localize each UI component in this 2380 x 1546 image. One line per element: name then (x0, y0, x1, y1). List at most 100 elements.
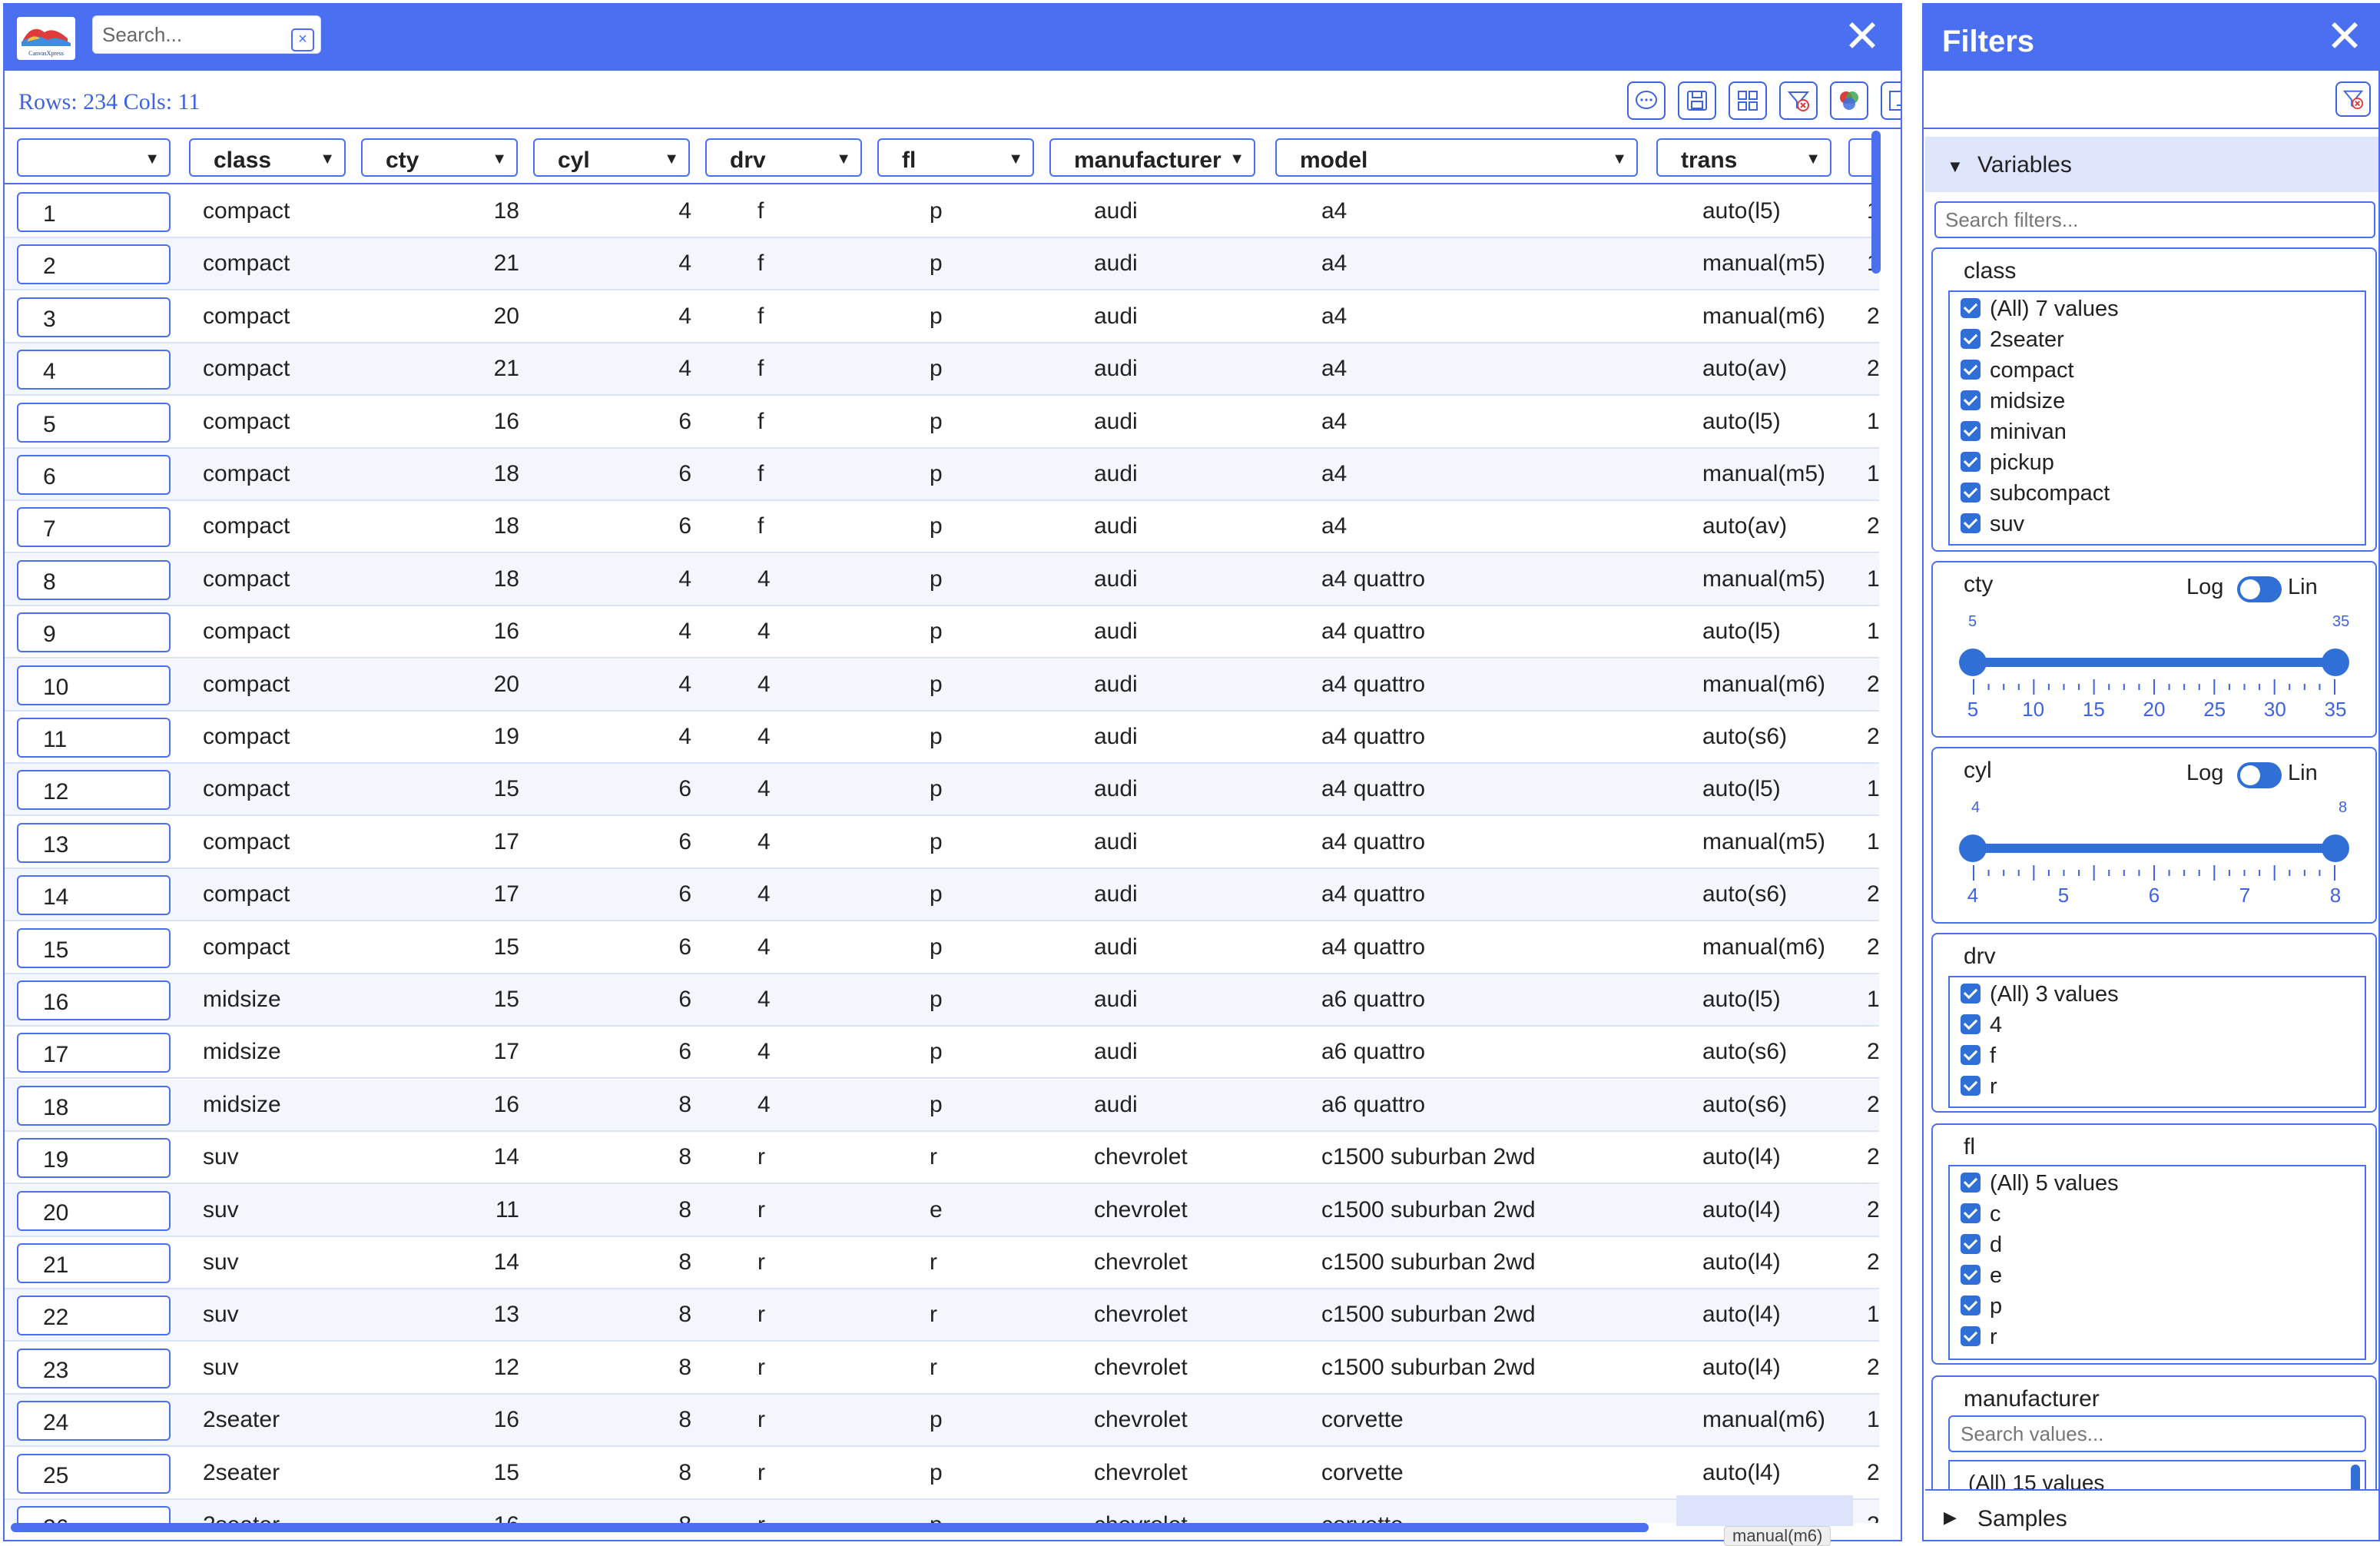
cell-cyl[interactable]: 8 (678, 1512, 691, 1523)
row-index-cell[interactable]: 20 (17, 1190, 171, 1231)
cell-next[interactable]: 2 (1867, 356, 1879, 382)
cell-manufacturer[interactable]: audi (1094, 671, 1138, 697)
cell-cyl[interactable]: 8 (678, 1407, 691, 1433)
cell-cty[interactable]: 14 (493, 1249, 519, 1275)
checkbox-item[interactable]: (All) 5 values (1950, 1166, 2365, 1197)
chevron-down-icon[interactable]: ▼ (1008, 151, 1023, 168)
cell-trans[interactable]: manual(m5) (1702, 566, 1826, 592)
cell-class[interactable]: suv (203, 1196, 239, 1223)
cell-class[interactable]: 2seater (203, 1407, 280, 1433)
cell-next[interactable]: 1 (1867, 1407, 1879, 1433)
cell-model[interactable]: a4 quattro (1321, 828, 1426, 854)
cell-cty[interactable]: 18 (493, 513, 519, 539)
row-index-cell[interactable]: 4 (17, 350, 171, 390)
cell-class[interactable]: compact (203, 566, 290, 592)
checkbox-item[interactable]: suv (1950, 507, 2365, 538)
chevron-down-icon[interactable]: ▼ (836, 151, 851, 168)
cell-manufacturer[interactable]: audi (1094, 987, 1138, 1012)
cell-class[interactable]: compact (203, 724, 290, 749)
row-index-cell[interactable]: 24 (17, 1401, 171, 1441)
close-icon[interactable]: ✕ (2325, 12, 2364, 61)
checkbox-item[interactable]: c (1950, 1197, 2365, 1228)
table-row[interactable]: 21 suv 14 8 r r chevrolet c1500 suburban 2wd aut… (5, 1237, 1879, 1289)
cell-model[interactable]: a6 quattro (1321, 1091, 1426, 1117)
cell-model[interactable]: a4 (1321, 356, 1347, 382)
cell-cty[interactable]: 14 (493, 1144, 519, 1170)
filter-search-input[interactable] (1945, 209, 2360, 231)
cell-class[interactable]: compact (203, 881, 290, 907)
cell-drv[interactable]: r (757, 1144, 765, 1170)
cell-manufacturer[interactable]: audi (1094, 566, 1138, 592)
row-index-cell[interactable]: 10 (17, 665, 171, 705)
cell-cty[interactable]: 16 (493, 408, 519, 434)
checkbox-checked-icon[interactable] (1961, 1296, 1981, 1315)
cell-fl[interactable]: p (930, 198, 943, 224)
column-header-cyl[interactable]: cyl ▼ (533, 138, 690, 177)
table-row[interactable]: 15 compact 15 6 4 p audi a4 quattro manual(m6) 2 (5, 922, 1879, 974)
checkbox-checked-icon[interactable] (1961, 452, 1981, 472)
cell-cty[interactable]: 21 (493, 356, 519, 382)
table-row[interactable]: 19 suv 14 8 r r chevrolet c1500 suburban 2wd aut… (5, 1132, 1879, 1185)
cell-manufacturer[interactable]: audi (1094, 828, 1138, 854)
scrollbar-thumb[interactable] (2351, 1465, 2360, 1489)
checkbox-item[interactable]: (All) 7 values (1950, 292, 2365, 323)
row-index-cell[interactable]: 1 (17, 192, 171, 232)
table-row[interactable]: 12 compact 15 6 4 p audi a4 quattro auto(l5) 1 (5, 764, 1879, 817)
cell-model[interactable]: a4 (1321, 250, 1347, 277)
cell-manufacturer[interactable]: audi (1094, 303, 1138, 329)
cell-cty[interactable]: 21 (493, 250, 519, 277)
cell-next[interactable]: 2 (1867, 881, 1879, 907)
row-index-cell[interactable]: 19 (17, 1138, 171, 1179)
cell-trans[interactable]: auto(s6) (1702, 1091, 1788, 1117)
cell-next[interactable]: 1 (1867, 408, 1879, 434)
checkbox-checked-icon[interactable] (1961, 360, 1981, 380)
cell-trans[interactable]: auto(l4) (1702, 1249, 1781, 1275)
cell-cyl[interactable]: 6 (678, 408, 691, 434)
cell-drv[interactable]: 4 (757, 566, 771, 592)
chevron-down-icon[interactable]: ▼ (1612, 151, 1627, 168)
cell-model[interactable]: c1500 suburban 2wd (1321, 1196, 1536, 1223)
vertical-scrollbar[interactable] (1870, 131, 1882, 1529)
scrollbar-thumb[interactable] (11, 1523, 1649, 1532)
cell-fl[interactable]: p (930, 934, 943, 960)
cell-next[interactable]: 2 (1867, 1459, 1879, 1485)
cell-drv[interactable]: 4 (757, 828, 771, 854)
cell-drv[interactable]: 4 (757, 671, 771, 697)
cell-cyl[interactable]: 6 (678, 828, 691, 854)
variables-section-toggle[interactable]: ▼ Variables (1925, 137, 2378, 192)
checkbox-item[interactable]: subcompact (1950, 476, 2365, 507)
table-row[interactable]: 10 compact 20 4 4 p audi a4 quattro manual(m6) 2 (5, 659, 1879, 712)
table-row[interactable]: 17 midsize 17 6 4 p audi a6 quattro auto(s6) 2 (5, 1027, 1879, 1080)
cell-model[interactable]: a6 quattro (1321, 987, 1426, 1012)
checkbox-checked-icon[interactable] (1961, 1173, 1981, 1193)
cell-model[interactable]: c1500 suburban 2wd (1321, 1302, 1536, 1328)
cell-cty[interactable]: 17 (493, 881, 519, 907)
cell-model[interactable]: a4 quattro (1321, 566, 1426, 592)
cell-cyl[interactable]: 4 (678, 250, 691, 277)
cell-next[interactable]: 2 (1867, 1249, 1879, 1275)
checkbox-item[interactable]: p (1950, 1289, 2365, 1320)
cell-drv[interactable]: 4 (757, 619, 771, 645)
checkbox-item[interactable]: e (1950, 1259, 2365, 1289)
table-row[interactable]: 9 compact 16 4 4 p audi a4 quattro auto(l5) 1 (5, 606, 1879, 659)
cell-trans[interactable]: auto(s6) (1702, 724, 1788, 749)
cell-model[interactable]: a4 quattro (1321, 776, 1426, 802)
cell-class[interactable]: compact (203, 198, 290, 224)
cell-drv[interactable]: f (757, 461, 764, 486)
checkbox-checked-icon[interactable] (1961, 1076, 1981, 1096)
cell-class[interactable]: compact (203, 934, 290, 960)
row-index-cell[interactable]: 17 (17, 1033, 171, 1073)
cell-manufacturer[interactable]: chevrolet (1094, 1302, 1188, 1328)
cell-cyl[interactable]: 6 (678, 776, 691, 802)
cell-cty[interactable]: 12 (493, 1354, 519, 1380)
row-index-cell[interactable]: 26 (17, 1506, 171, 1523)
cell-cty[interactable]: 18 (493, 566, 519, 592)
cell-drv[interactable]: r (757, 1302, 765, 1328)
cell-model[interactable]: a6 quattro (1321, 1039, 1426, 1065)
cell-trans[interactable]: auto(l5) (1702, 619, 1781, 645)
cell-cty[interactable]: 18 (493, 461, 519, 486)
checkbox-item[interactable]: d (1950, 1228, 2365, 1259)
cell-cyl[interactable]: 8 (678, 1459, 691, 1485)
checkbox-item[interactable]: r (1950, 1320, 2365, 1351)
table-row[interactable]: 16 midsize 15 6 4 p audi a6 quattro auto(l5) 1 (5, 974, 1879, 1027)
